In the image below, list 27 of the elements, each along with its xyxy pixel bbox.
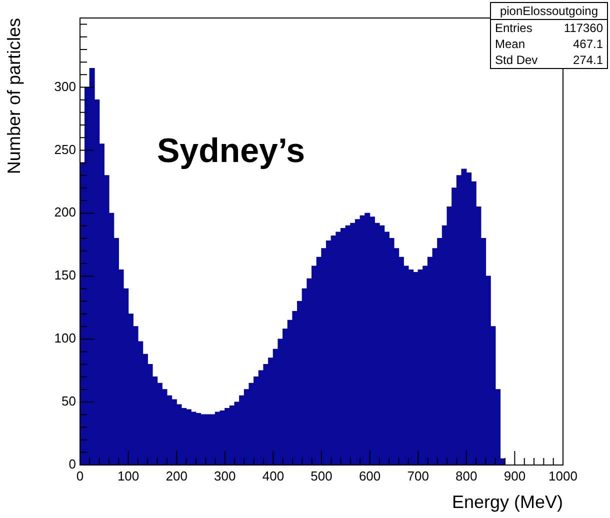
x-tick-label: 800 [456, 468, 478, 484]
x-tick-label: 500 [310, 468, 332, 484]
x-tick-label: 100 [117, 468, 140, 484]
y-tick-label: 200 [54, 204, 76, 220]
x-axis-title: Energy (MeV) [452, 492, 563, 512]
x-tick-label: 400 [262, 468, 284, 484]
annotation: Entries [495, 21, 532, 35]
annotation: Std Dev [495, 53, 538, 67]
y-axis-title: Number of particles [4, 18, 24, 174]
y-tick-label: 50 [62, 394, 76, 409]
y-tick-label: 0 [68, 456, 76, 472]
y-tick-label: 100 [54, 330, 76, 346]
x-tick-label: 700 [407, 468, 429, 484]
y-tick-label: 300 [54, 78, 76, 94]
text: 274.1 [572, 53, 603, 67]
x-tick-label: 300 [214, 468, 236, 484]
x-tick-label: 600 [358, 468, 381, 484]
x-tick-label: 900 [504, 468, 526, 484]
annotation: Mean [495, 37, 526, 51]
text: 467.1 [572, 37, 603, 51]
y-tick-label: 150 [54, 268, 76, 283]
x-tick-label: 200 [166, 468, 188, 484]
y-tick-label: 250 [54, 142, 76, 157]
text: 117360 [564, 21, 603, 35]
annotation: Sydney’s [157, 132, 306, 171]
x-tick-label: 1000 [548, 468, 578, 484]
annotation: pionElossoutgoing [491, 3, 607, 20]
